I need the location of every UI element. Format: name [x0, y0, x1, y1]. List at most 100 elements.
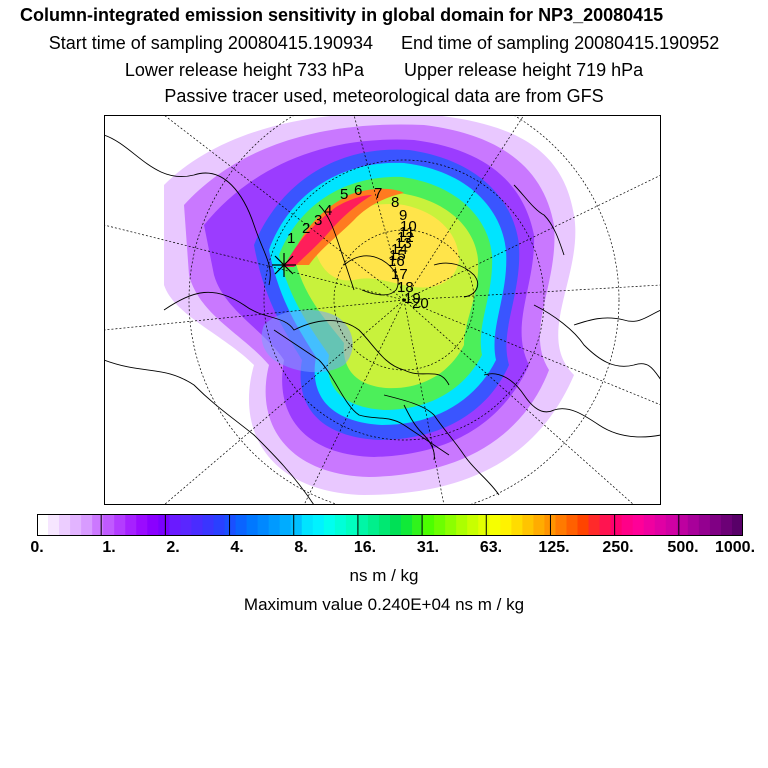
colorbar-tick: 0.	[30, 539, 44, 556]
colorbar-tick: 500.	[667, 539, 699, 556]
colorbar-swatch	[257, 514, 270, 536]
colorbar-ticks: 0. 1. 2. 4. 8. 16. 31. 63. 125. 250. 500…	[0, 539, 768, 561]
colorbar-units: ns m / kg	[349, 566, 419, 585]
colorbar-swatch	[235, 514, 248, 536]
colorbar-swatch	[643, 514, 656, 536]
colorbar-tick: 250.	[602, 539, 634, 556]
colorbar-swatch	[169, 514, 182, 536]
colorbar-swatch	[533, 514, 546, 536]
colorbar-swatch	[279, 514, 292, 536]
colorbar-tick: 1000.	[714, 539, 756, 556]
colorbar-swatch	[48, 514, 60, 536]
track-label: 1	[287, 230, 295, 247]
tracer-note: Passive tracer used, meteorological data…	[164, 86, 604, 106]
colorbar-swatch	[268, 514, 281, 536]
track-label: 4	[324, 202, 332, 219]
colorbar-tick: 8.	[294, 539, 308, 556]
track-label: 20	[412, 295, 429, 312]
track-label: 10	[400, 218, 417, 235]
colorbar-swatch	[401, 514, 413, 536]
upper-release-label: Upper release height 719 hPa	[404, 60, 644, 80]
colorbar-swatch	[478, 514, 490, 536]
track-label: 19	[404, 290, 421, 307]
colorbar-swatch	[70, 514, 82, 536]
colorbar-swatch	[301, 514, 314, 536]
track-label: 17	[391, 266, 408, 283]
colorbar-swatch	[687, 514, 700, 536]
colorbar-swatch	[390, 514, 402, 536]
colorbar-swatch	[356, 514, 369, 536]
track-labels: 1 2 3 4 5 6 7 8 9 10 11 12 13 14 15 16 1…	[287, 182, 429, 312]
release-site-marker	[272, 253, 296, 277]
colorbar-border	[37, 514, 743, 536]
colorbar-swatch	[588, 514, 601, 536]
colorbar-tick: 2.	[166, 539, 180, 556]
colorbar-swatch	[213, 514, 226, 536]
colorbar-swatch	[114, 514, 126, 536]
plot-title: Column-integrated emission sensitivity i…	[20, 5, 664, 25]
maximum-value: Maximum value 0.240E+04 ns m / kg	[243, 595, 525, 614]
colorbar-swatch	[323, 514, 336, 536]
colorbar-swatch	[434, 514, 446, 536]
colorbar-swatch	[632, 514, 645, 536]
colorbar-swatch	[367, 514, 380, 536]
colorbar-swatch	[37, 514, 49, 536]
colorbar-swatch	[500, 514, 512, 536]
track-label: 18	[397, 279, 414, 296]
colorbar-swatch	[312, 514, 325, 536]
colorbar-swatch	[202, 514, 215, 536]
colorbar-swatch	[378, 514, 391, 536]
colorbar-swatch	[621, 514, 634, 536]
colorbar-swatch	[290, 514, 303, 536]
colorbar-swatch	[147, 514, 159, 536]
sampling-times: Start time of sampling 20080415.190934 En…	[0, 33, 768, 54]
colorbar-swatch	[412, 514, 424, 536]
colorbar-swatch	[224, 514, 237, 536]
colorbar-tick: 125.	[538, 539, 570, 556]
graticule	[104, 115, 661, 505]
colorbar-swatch	[81, 514, 93, 536]
colorbar-swatch	[103, 514, 115, 536]
colorbar-swatch	[180, 514, 193, 536]
colorbar-swatch	[445, 514, 457, 536]
release-heights: Lower release height 733 hPa Upper releas…	[0, 60, 768, 81]
colorbar-swatch	[158, 514, 170, 536]
track-label: 14	[391, 241, 408, 258]
colorbar-tick: 16.	[353, 539, 377, 556]
colorbar-tick: 1.	[102, 539, 116, 556]
colorbar-swatch	[654, 514, 667, 536]
track-label: 11	[399, 224, 415, 241]
colorbar-swatch	[456, 514, 468, 536]
track-label: 12	[397, 229, 414, 246]
colorbar-swatch	[566, 514, 579, 536]
track-label: 2	[302, 220, 310, 237]
end-time-label: End time of sampling 20080415.190952	[401, 33, 720, 53]
colorbar-swatch	[125, 514, 137, 536]
track-label: 6	[354, 182, 362, 199]
colorbar-swatch	[511, 514, 523, 536]
colorbar-swatch	[577, 514, 590, 536]
track-label: 15	[389, 247, 406, 264]
colorbar-swatch	[698, 514, 711, 536]
sensitivity-field	[164, 115, 576, 495]
lower-release-label: Lower release height 733 hPa	[124, 60, 364, 80]
colorbar-swatch	[467, 514, 479, 536]
track-label: 8	[391, 194, 399, 211]
colorbar-swatch	[522, 514, 535, 536]
colorbar-swatch	[731, 514, 743, 536]
colorbar-swatch	[423, 514, 435, 536]
colorbar-swatch	[334, 514, 347, 536]
colorbar	[37, 514, 743, 536]
colorbar-swatch	[709, 514, 722, 536]
colorbar-swatch	[489, 514, 501, 536]
colorbar-swatch	[136, 514, 148, 536]
track-label: 9	[399, 207, 407, 224]
start-time-label: Start time of sampling 20080415.190934	[48, 33, 373, 53]
colorbar-tick: 31.	[416, 539, 440, 556]
colorbar-swatch	[665, 514, 678, 536]
colorbar-swatch	[555, 514, 568, 536]
colorbar-swatch	[92, 514, 104, 536]
colorbar-swatch	[610, 514, 623, 536]
track-label: 13	[395, 235, 412, 252]
colorbar-swatch	[246, 514, 259, 536]
